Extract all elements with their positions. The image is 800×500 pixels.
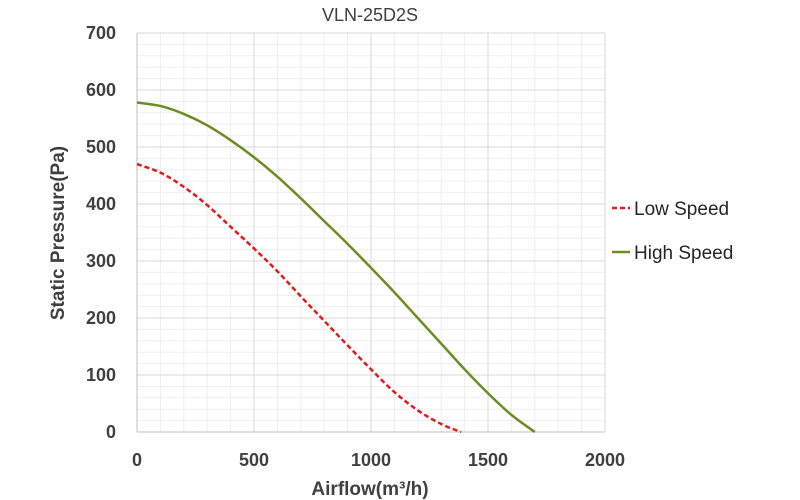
x-axis-title: Airflow(m³/h) bbox=[311, 479, 428, 500]
x-tick-label: 0 bbox=[132, 450, 142, 470]
y-tick-label: 100 bbox=[86, 365, 116, 385]
y-tick-label: 300 bbox=[86, 251, 116, 271]
y-tick-label: 0 bbox=[106, 422, 116, 442]
x-tick-label: 1500 bbox=[468, 450, 508, 470]
chart-title: VLN-25D2S bbox=[322, 5, 418, 25]
y-tick-label: 600 bbox=[86, 80, 116, 100]
axis-layer bbox=[136, 33, 605, 433]
grid-layer bbox=[136, 32, 606, 433]
x-tick-label: 1000 bbox=[351, 450, 391, 470]
series-layer bbox=[136, 101, 536, 434]
series-line-high-speed bbox=[136, 101, 536, 434]
x-tick-label: 2000 bbox=[585, 450, 625, 470]
y-tick-label: 400 bbox=[86, 194, 116, 214]
y-tick-label: 200 bbox=[86, 308, 116, 328]
y-tick-label: 500 bbox=[86, 137, 116, 157]
tick-layer: 0 500 1000 1500 2000 0 100 200 300 400 500 600 700 bbox=[86, 23, 625, 470]
series-line-low-speed bbox=[136, 162, 462, 434]
legend-label-low-speed: Low Speed bbox=[634, 199, 729, 220]
x-tick-label: 500 bbox=[239, 450, 269, 470]
y-tick-label: 700 bbox=[86, 23, 116, 43]
legend: Low Speed High Speed bbox=[612, 199, 733, 264]
legend-label-high-speed: High Speed bbox=[634, 243, 733, 264]
y-axis-title: Static Pressure(Pa) bbox=[48, 146, 69, 320]
